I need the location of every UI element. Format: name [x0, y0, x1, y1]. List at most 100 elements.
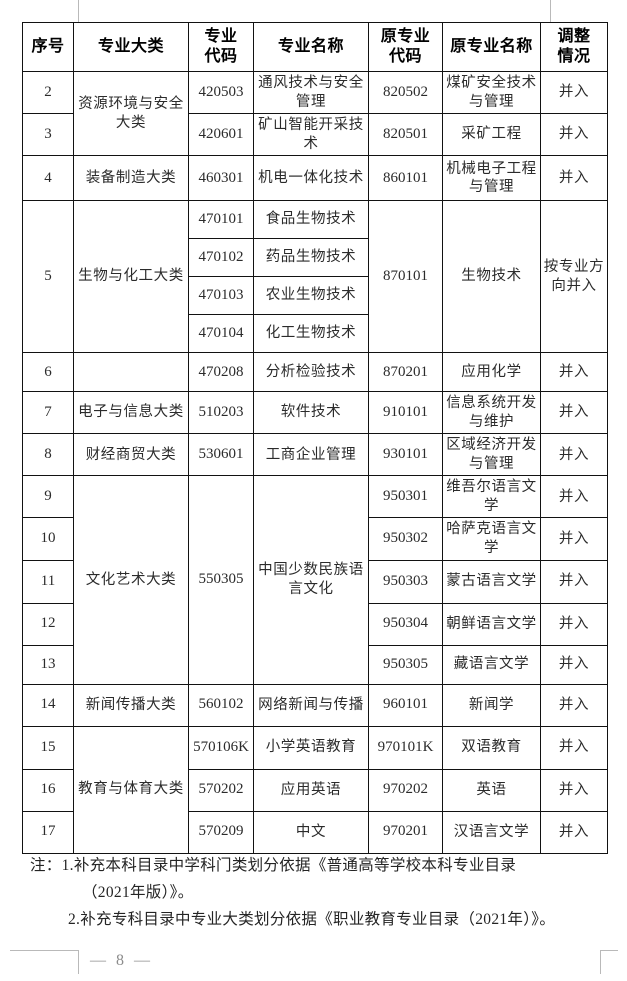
column-header-major-code-line2: 代码 [204, 48, 238, 65]
document-notes: 注：1.补充本科目录中学科门类划分依据《普通高等学校本科专业目录 （2021年版… [30, 852, 615, 933]
cell-major-name: 化工生物技术 [253, 314, 369, 354]
column-header-sequence: 序号 [22, 22, 74, 72]
cell-major-code: 420503 [188, 70, 254, 115]
column-header-major-code: 专业 代码 [188, 22, 254, 72]
cell-major-code: 470104 [188, 314, 254, 354]
cell-sequence: 7 [22, 391, 74, 435]
cell-major-name: 应用英语 [253, 768, 369, 812]
table-header: 序号 专业大类 专业 代码 专业名称 原专业 代码 原专业名称 调整 情况 [22, 22, 608, 72]
table-row: 470104 化工生物技术 [23, 314, 608, 354]
table-row: 470103 农业生物技术 [23, 276, 608, 316]
cell-original-name: 煤矿安全技术与管理 [442, 70, 541, 115]
cell-major-category: 资源环境与安全大类 [73, 70, 189, 157]
page-number: — 8 — [90, 952, 153, 969]
table-row: 15 教育与体育大类 570106K 小学英语教育 970101K 双语教育 并… [22, 725, 608, 854]
cell-original-name: 维吾尔语言文学 [442, 475, 541, 519]
cell-major-code: 470208 [188, 352, 254, 393]
cell-original-code: 950301 [368, 475, 443, 519]
table-row: 4 装备制造大类 460301 机电一体化技术 860101 机械电子工程与管理… [22, 155, 608, 202]
crop-mark-top-left [78, 0, 79, 22]
note-line-1: 注：1.补充本科目录中学科门类划分依据《普通高等学校本科专业目录 [30, 857, 517, 874]
table-row: 10 950302 哈萨克语言文学 并入 [22, 517, 608, 561]
cell-major-category: 生物与化工大类 [73, 200, 189, 354]
cell-adjustment: 并入 [540, 517, 608, 561]
cell-original-name: 双语教育 [442, 725, 541, 770]
cell-major-code: 470101 [188, 200, 254, 240]
cell-major-name: 矿山智能开采技术 [253, 113, 369, 157]
crop-mark-top-right [550, 0, 551, 22]
cell-original-code: 950303 [368, 559, 443, 604]
cell-sequence: 15 [22, 725, 74, 770]
table-row: 9 文化艺术大类 550305 中国少数民族语言文化 950301 维吾尔语言文… [22, 475, 608, 685]
cell-sequence: 3 [22, 113, 74, 157]
cell-adjustment: 并入 [540, 352, 608, 393]
cell-major-category: 新闻传播大类 [73, 683, 189, 727]
crop-mark-bottom-left-horizontal [10, 950, 79, 951]
column-header-original-code-line2: 代码 [388, 48, 422, 65]
cell-adjustment: 并入 [540, 725, 608, 770]
cell-original-code: 910101 [368, 391, 443, 435]
column-header-major-code-line1: 专业 [204, 27, 238, 45]
cell-sequence: 10 [22, 517, 74, 561]
cell-adjustment: 并入 [540, 602, 608, 646]
table-row: 7 电子与信息大类 510203 软件技术 910101 信息系统开发与维护 并… [22, 391, 608, 435]
table-row: 11 950303 蒙古语言文学 并入 [22, 559, 608, 604]
cell-sequence: 12 [22, 602, 74, 646]
cell-major-code: 470103 [188, 276, 254, 316]
table-row: 17 570209 中文 970201 汉语言文学 并入 [22, 810, 608, 854]
column-header-adjustment-line2: 情况 [557, 48, 591, 65]
cell-original-code: 950304 [368, 602, 443, 646]
cell-major-name: 药品生物技术 [253, 238, 369, 278]
cell-major-code: 510203 [188, 391, 254, 435]
cell-original-code: 970201 [368, 810, 443, 854]
cell-original-code: 870201 [368, 352, 443, 393]
column-header-major-category: 专业大类 [73, 22, 189, 72]
column-header-major-name: 专业名称 [253, 22, 369, 72]
cell-original-name: 英语 [442, 768, 541, 812]
cell-original-code: 950302 [368, 517, 443, 561]
cell-adjustment: 并入 [540, 113, 608, 157]
cell-major-name: 软件技术 [253, 391, 369, 435]
table-body: 2 资源环境与安全大类 420503 通风技术与安全管理 820502 煤矿安全… [22, 70, 608, 854]
cell-major-code: 550305 [188, 475, 254, 685]
cell-adjustment: 并入 [540, 683, 608, 727]
cell-original-name: 朝鲜语言文学 [442, 602, 541, 646]
cell-original-name: 采矿工程 [442, 113, 541, 157]
cell-sequence: 2 [22, 70, 74, 115]
column-header-original-code: 原专业 代码 [368, 22, 443, 72]
major-adjustment-table-container: 序号 专业大类 专业 代码 专业名称 原专业 代码 原专业名称 调整 情况 [22, 22, 608, 854]
cell-original-code: 820501 [368, 113, 443, 157]
cell-original-name: 蒙古语言文学 [442, 559, 541, 604]
cell-original-name: 生物技术 [442, 200, 541, 354]
cell-major-code: 470102 [188, 238, 254, 278]
cell-original-code: 870101 [368, 200, 443, 354]
cell-sequence: 8 [22, 433, 74, 477]
cell-sequence: 17 [22, 810, 74, 854]
cell-original-name: 机械电子工程与管理 [442, 155, 541, 202]
table-row: 12 950304 朝鲜语言文学 并入 [22, 602, 608, 646]
cell-original-code: 930101 [368, 433, 443, 477]
table-row: 14 新闻传播大类 560102 网络新闻与传播 960101 新闻学 并入 [22, 683, 608, 727]
cell-original-name: 信息系统开发与维护 [442, 391, 541, 435]
cell-major-name: 通风技术与安全管理 [253, 70, 369, 115]
cell-major-name: 小学英语教育 [253, 725, 369, 770]
cell-major-category: 文化艺术大类 [73, 475, 189, 685]
cell-major-category: 装备制造大类 [73, 155, 189, 202]
cell-sequence: 13 [22, 644, 74, 685]
cell-major-code: 570106K [188, 725, 254, 770]
cell-original-name: 哈萨克语言文学 [442, 517, 541, 561]
cell-original-code: 860101 [368, 155, 443, 202]
cell-original-name: 汉语言文学 [442, 810, 541, 854]
cell-sequence: 9 [22, 475, 74, 519]
cell-adjustment: 并入 [540, 70, 608, 115]
cell-major-code: 570209 [188, 810, 254, 854]
cell-sequence: 16 [22, 768, 74, 812]
column-header-original-name: 原专业名称 [442, 22, 541, 72]
cell-adjustment: 并入 [540, 810, 608, 854]
cell-sequence: 5 [22, 200, 74, 354]
cell-sequence: 14 [22, 683, 74, 727]
column-header-adjustment-line1: 调整 [557, 27, 591, 45]
cell-major-name: 机电一体化技术 [253, 155, 369, 202]
cell-adjustment: 并入 [540, 433, 608, 477]
cell-adjustment: 并入 [540, 475, 608, 519]
